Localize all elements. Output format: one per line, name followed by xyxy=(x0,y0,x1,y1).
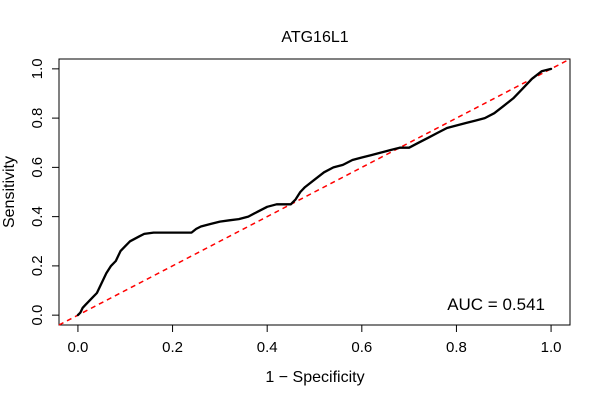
x-tick-label: 0.0 xyxy=(67,339,88,356)
roc-layer xyxy=(76,67,553,317)
reference-layer xyxy=(58,58,571,326)
y-tick-label: 0.0 xyxy=(29,305,46,326)
chart-title: ATG16L1 xyxy=(281,29,348,46)
y-axis: 0.0 0.2 0.4 0.6 0.8 1.0 xyxy=(29,58,60,326)
y-tick-label: 0.4 xyxy=(29,206,46,227)
x-tick-label: 1.0 xyxy=(541,339,562,356)
y-tick-label: 0.2 xyxy=(29,255,46,276)
x-axis-label: 1 − Specificity xyxy=(265,369,364,386)
x-axis: 0.0 0.2 0.4 0.6 0.8 1.0 xyxy=(67,324,562,356)
y-tick-label: 1.0 xyxy=(29,58,46,79)
auc-annotation: AUC = 0.541 xyxy=(447,295,545,314)
x-tick-label: 0.2 xyxy=(162,339,183,356)
x-tick-label: 0.6 xyxy=(351,339,372,356)
reference-line xyxy=(58,58,571,326)
roc-curve xyxy=(76,67,553,317)
y-axis-label: Sensitivity xyxy=(1,156,18,228)
x-tick-label: 0.8 xyxy=(446,339,467,356)
y-tick-label: 0.6 xyxy=(29,157,46,178)
x-tick-label: 0.4 xyxy=(257,339,278,356)
y-tick-label: 0.8 xyxy=(29,108,46,129)
